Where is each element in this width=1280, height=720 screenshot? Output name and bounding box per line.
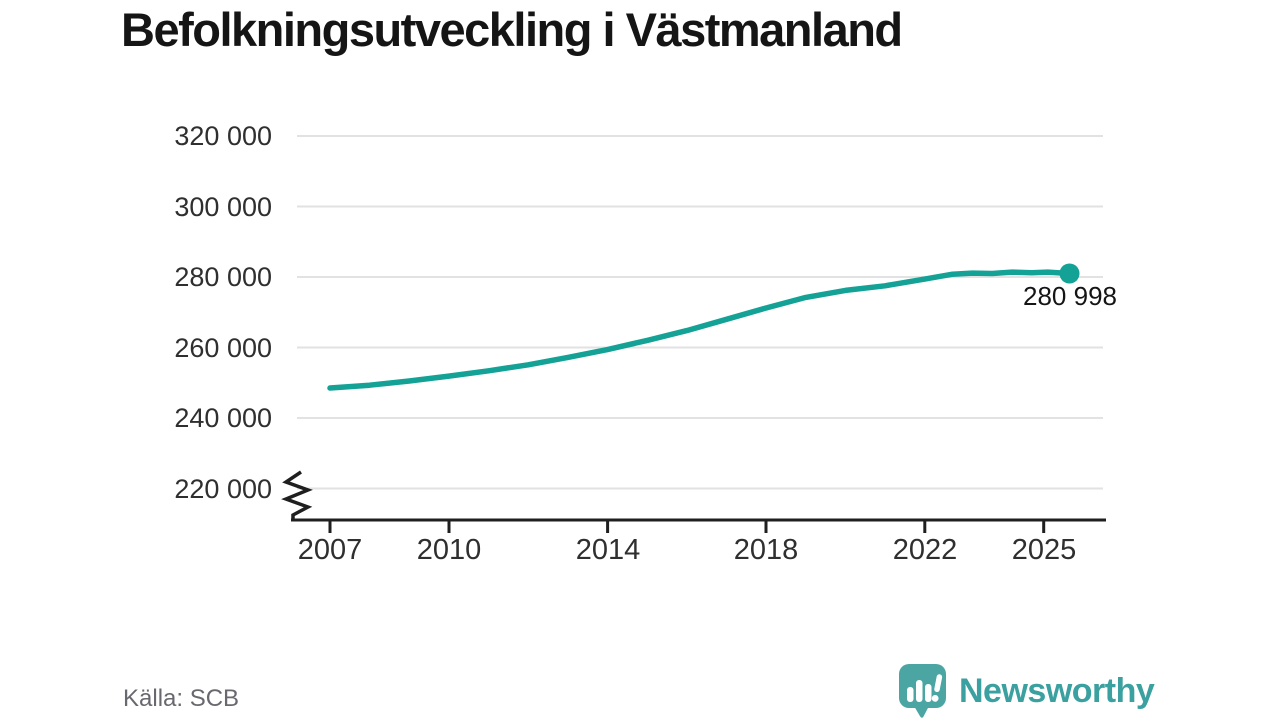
x-axis-tick-label: 2007 [297,534,363,566]
source-note: Källa: SCB [123,685,240,712]
y-axis-tick-label: 260 000 [174,332,272,363]
y-axis-tick-label: 240 000 [174,403,272,433]
chart-title: Befolkningsutveckling i Västmanland [121,3,903,56]
y-axis-tick-label: 300 000 [174,191,272,222]
x-axis-line [291,518,1106,533]
end-value-label: 280 998 [1023,281,1117,311]
x-axis-tick-label: 2022 [892,534,958,566]
x-axis-tick-label: 2018 [733,534,799,566]
y-axis-tick-label: 320 000 [174,121,272,151]
end-point-dot [1059,263,1080,284]
x-axis-tick-label: 2010 [416,534,482,566]
newsworthy-logo: Newsworthy [897,662,1155,720]
y-axis-tick-label: 280 000 [174,262,272,292]
newsworthy-logo-text: Newsworthy [959,671,1155,710]
x-axis-tick-label: 2025 [1011,534,1077,566]
x-axis-tick-label: 2014 [575,534,641,566]
population-line [327,269,1073,391]
y-axis-break-icon [281,470,313,520]
y-axis-tick-label: 220 000 [174,473,272,504]
newsworthy-logo-icon [899,664,946,718]
